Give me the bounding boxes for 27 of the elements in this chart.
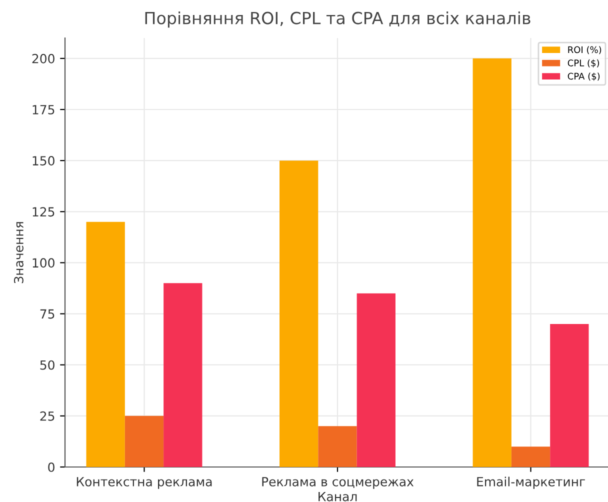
y-tick-label: 25: [40, 411, 54, 421]
y-tick-label: 0: [48, 462, 54, 472]
y-tick-label: 125: [32, 207, 54, 217]
y-axis-title: Значення: [14, 222, 24, 284]
x-tick-label: Реклама в соцмережах: [262, 477, 414, 489]
bar: [511, 446, 550, 467]
bar: [164, 283, 202, 467]
x-tick-label: Email-маркетинг: [477, 476, 585, 489]
legend-label: ROI (%): [568, 46, 602, 54]
y-tick-label: 75: [40, 309, 54, 319]
x-tick-label: Контекстна реклама: [76, 477, 212, 489]
x-axis-title: Канал: [318, 492, 357, 502]
chart-title: Порівняння ROI, CPL та CPA для всіх каналів: [145, 11, 530, 28]
bar: [86, 222, 125, 467]
y-tick-label: 200: [32, 54, 54, 64]
bar: [280, 160, 318, 467]
bar: [318, 426, 357, 467]
y-tick-label: 100: [32, 258, 54, 268]
y-tick-label: 50: [40, 360, 54, 370]
legend-label: CPL ($): [568, 59, 599, 68]
bar: [356, 293, 396, 467]
legend-label: CPA ($): [568, 72, 600, 81]
y-tick-label: 150: [32, 156, 54, 166]
bar: [472, 58, 512, 467]
bar: [550, 324, 589, 467]
y-tick-label: 175: [32, 105, 54, 114]
bar: [124, 416, 164, 467]
